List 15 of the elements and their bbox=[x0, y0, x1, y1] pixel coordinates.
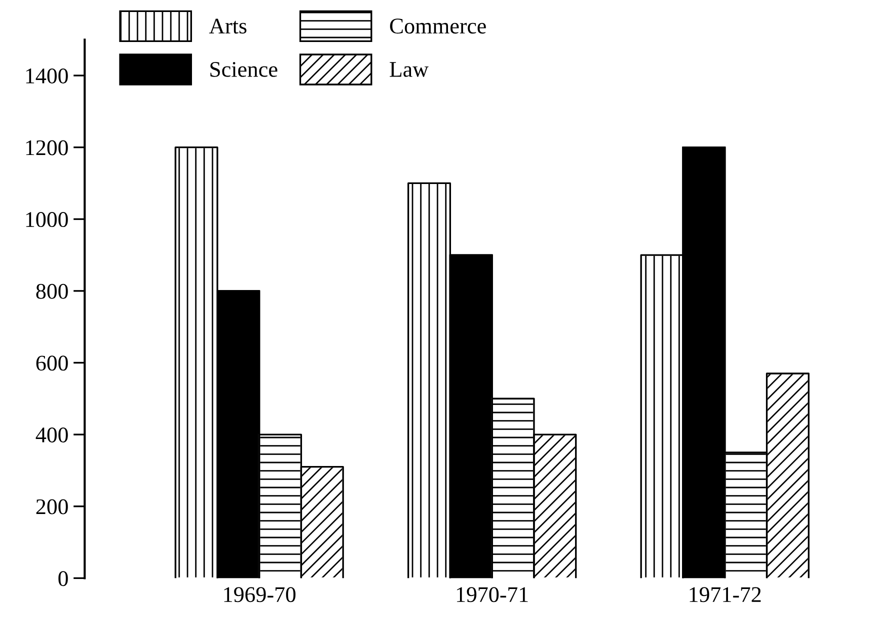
x-tick-label: 1969-70 bbox=[224, 587, 296, 602]
legend-label: Science bbox=[210, 62, 278, 77]
y-tick-label: 400 bbox=[36, 427, 68, 442]
y-tick-label: 1400 bbox=[26, 68, 68, 84]
y-tick-label: 1200 bbox=[26, 140, 68, 156]
x-tick-label: 1970-71 bbox=[457, 587, 528, 602]
y-tick-label: 200 bbox=[36, 499, 68, 514]
y-tick-label: 1000 bbox=[26, 212, 68, 228]
y-tick-label: 0 bbox=[58, 571, 68, 586]
x-tick-label: 1971-72 bbox=[690, 587, 761, 602]
y-tick-label: 800 bbox=[36, 284, 68, 299]
legend-label: Arts bbox=[209, 18, 246, 34]
legend-label: Law bbox=[390, 62, 429, 77]
legend-label: Commerce bbox=[390, 18, 486, 34]
y-tick-label: 600 bbox=[36, 356, 68, 371]
